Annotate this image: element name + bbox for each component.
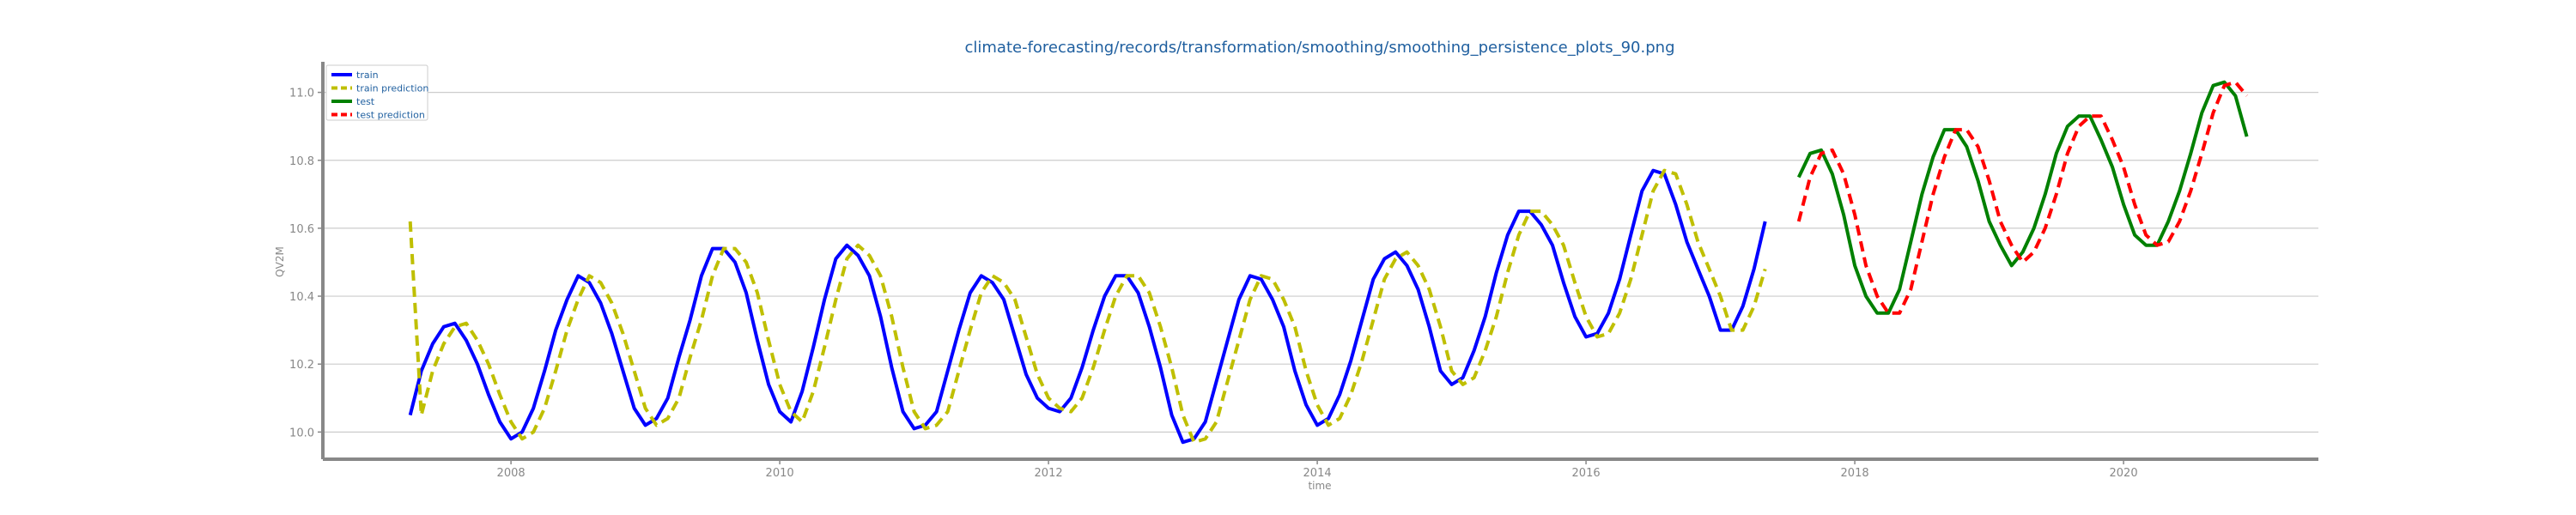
y-tick-label: 10.4 [289, 291, 314, 304]
legend-box [325, 64, 428, 121]
y-tick-label: 11.0 [289, 88, 314, 100]
gridlines [323, 92, 2318, 433]
x-tick-label: 2008 [497, 467, 526, 480]
x-tick-label: 2010 [766, 467, 794, 480]
series-line-test-prediction [1796, 80, 2249, 315]
y-tick-label: 10.0 [289, 427, 314, 439]
x-tick-label: 2014 [1303, 467, 1332, 480]
x-axis-label: time [1308, 480, 1331, 492]
y-tick-label: 10.6 [289, 223, 314, 236]
legend-label-train-prediction: train prediction [356, 83, 428, 94]
legend-label-test-prediction: test prediction [356, 110, 425, 121]
chart-title: climate-forecasting/records/transformati… [964, 39, 1674, 57]
legend-label-test: test [356, 96, 375, 107]
x-tick-label: 2012 [1035, 467, 1063, 480]
legend: train train prediction test test prediction [325, 64, 428, 121]
y-tick-label: 10.2 [289, 359, 314, 372]
x-tick-label: 2020 [2110, 467, 2138, 480]
x-tick-label: 2016 [1572, 467, 1601, 480]
series-line-train [408, 168, 1767, 445]
y-axis-label: QV2M [274, 246, 286, 277]
legend-label-train: train [356, 70, 379, 81]
y-tick-label: 10.8 [289, 155, 314, 168]
series-layer [408, 80, 2249, 445]
series-line-train-prediction [408, 168, 1767, 445]
tick-labels: 10.0 10.2 10.4 10.6 10.8 11.0 2008 2010 2012 2014… [289, 88, 2138, 480]
x-tick-label: 2018 [1841, 467, 1869, 480]
axes [318, 62, 2318, 464]
series-line-test [1796, 80, 2249, 315]
